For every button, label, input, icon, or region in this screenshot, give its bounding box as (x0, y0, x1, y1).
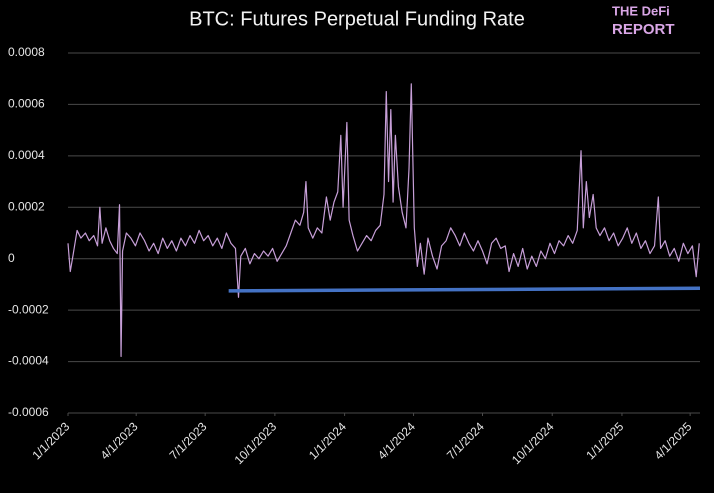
y-tick-label: -0.0006 (8, 405, 49, 419)
logo-line: THE DeFi (612, 3, 670, 18)
logo-line: REPORT (612, 21, 675, 38)
y-tick-label: 0.0002 (8, 199, 45, 213)
y-tick-label: -0.0002 (8, 302, 49, 316)
y-tick-label: 0.0004 (8, 148, 45, 162)
y-tick-label: 0 (8, 251, 15, 265)
y-tick-label: 0.0008 (8, 45, 45, 59)
data-line (67, 83, 700, 358)
chart-title: BTC: Futures Perpetual Funding Rate (189, 8, 525, 30)
y-tick-label: -0.0004 (8, 354, 49, 368)
y-tick-label: 0.0006 (8, 97, 45, 111)
annotation-line (228, 286, 701, 293)
